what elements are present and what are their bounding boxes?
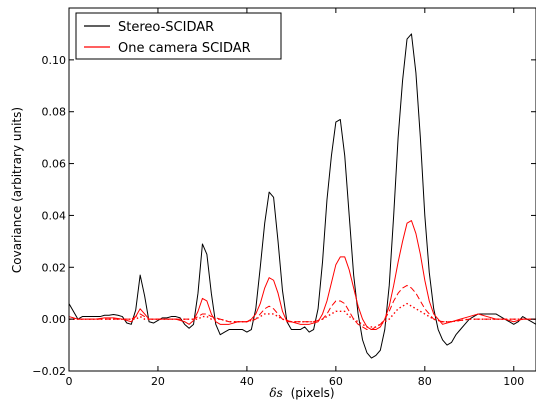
ticks-layer: 0 20 40 60 80 100 −0.02 0.00 0.02 0.04 0.06 0.08 0.1…: [32, 8, 536, 388]
y-tick-label: 0.02: [42, 261, 67, 274]
x-axis-label: δs (pixels): [269, 386, 334, 400]
series-layer: [68, 33, 536, 359]
x-tick-label: 100: [503, 375, 524, 388]
x-axis-symbol: δs: [269, 386, 282, 400]
x-tick-label: 80: [418, 375, 432, 388]
x-tick-label: 40: [240, 375, 254, 388]
x-tick-label: 20: [151, 375, 165, 388]
legend: Stereo-SCIDAR One camera SCIDAR: [75, 12, 282, 60]
y-tick-label: 0.06: [42, 158, 67, 171]
x-axis-unit: (pixels): [291, 386, 335, 400]
y-tick-label: 0.08: [42, 106, 67, 119]
series-line-3: [69, 302, 536, 328]
legend-label-one-camera: One camera SCIDAR: [118, 41, 251, 56]
y-tick-label: 0.04: [42, 209, 67, 222]
series-line-0: [68, 33, 536, 359]
y-tick-label: −0.02: [32, 365, 66, 378]
plot-border: [68, 7, 536, 372]
x-tick-label: 60: [329, 375, 343, 388]
plot-area: [69, 8, 536, 371]
legend-label-stereo: Stereo-SCIDAR: [118, 20, 214, 35]
y-tick-label: 0.00: [42, 313, 67, 326]
legend-frame: [75, 12, 282, 60]
x-tick-label: 0: [66, 375, 73, 388]
y-axis-label: Covariance (arbitrary units): [10, 107, 24, 273]
y-tick-label: 0.10: [42, 54, 67, 67]
